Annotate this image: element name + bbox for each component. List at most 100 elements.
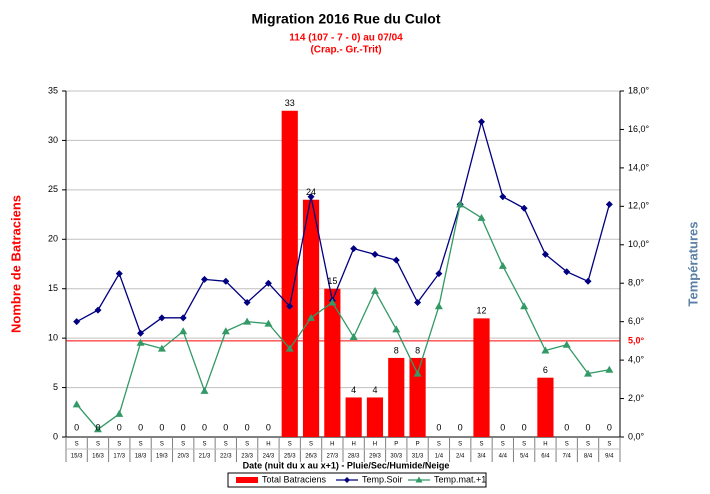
point <box>477 213 486 221</box>
bar <box>388 357 405 437</box>
data-label: 0 <box>436 422 441 432</box>
data-label: 0 <box>181 422 186 432</box>
y-tick-label: 30 <box>48 135 58 145</box>
point <box>264 279 272 287</box>
chart-title: Migration 2016 Rue du Culot <box>251 11 440 27</box>
point <box>349 333 358 341</box>
x-tick-label: 31/3 <box>412 454 424 460</box>
point <box>222 277 230 285</box>
data-label: 4 <box>372 385 377 395</box>
x-tick-label: 21/3 <box>199 454 211 460</box>
point <box>243 317 252 325</box>
data-label: 8 <box>415 345 420 355</box>
weather-label: S <box>522 442 526 448</box>
point <box>414 298 422 306</box>
weather-label: S <box>565 442 569 448</box>
point <box>200 386 209 394</box>
point <box>434 302 443 310</box>
point <box>179 314 187 322</box>
x-tick-label: 5/4 <box>520 454 529 460</box>
weather-label: S <box>181 442 185 448</box>
data-label: 0 <box>266 422 271 432</box>
weather-label: H <box>373 442 377 448</box>
point <box>499 193 507 201</box>
data-label: 24 <box>306 187 316 197</box>
point <box>456 200 465 208</box>
data-label: 0 <box>586 422 591 432</box>
weather-label: P <box>416 442 420 448</box>
data-label: 0 <box>95 422 100 432</box>
data-label: 33 <box>285 98 295 108</box>
x-tick-label: 17/3 <box>113 454 125 460</box>
legend-label: Total Batraciens <box>262 474 327 484</box>
point <box>93 425 102 433</box>
point <box>563 268 571 276</box>
weather-label: S <box>245 442 249 448</box>
x-tick-label: 2/4 <box>456 454 465 460</box>
x-tick-label: 28/3 <box>348 454 360 460</box>
weather-label: S <box>117 442 121 448</box>
bar <box>537 377 554 437</box>
x-tick-label: 4/4 <box>499 454 508 460</box>
weather-label: S <box>224 442 228 448</box>
data-label: 0 <box>117 422 122 432</box>
data-label: 0 <box>159 422 164 432</box>
y-tick-label: 15 <box>48 283 58 293</box>
chart-subtitle: (Crap.- Gr.-Trit) <box>310 45 381 56</box>
x-tick-label: 25/3 <box>284 454 296 460</box>
legend-label: Temp.mat.+1 <box>434 474 486 484</box>
weather-label: S <box>437 442 441 448</box>
weather-label: H <box>330 442 334 448</box>
y2-tick-label: 8,0° <box>628 278 645 288</box>
weather-label: S <box>160 442 164 448</box>
weather-label: S <box>501 442 505 448</box>
point <box>264 319 273 327</box>
line-series <box>76 119 610 335</box>
point <box>392 256 400 264</box>
point <box>137 329 145 337</box>
point <box>498 261 507 269</box>
legend-marker <box>344 477 350 483</box>
y-tick-label: 10 <box>48 333 58 343</box>
x-tick-label: 3/4 <box>477 454 486 460</box>
weather-label: S <box>458 442 462 448</box>
y2-tick-label: 4,0° <box>628 354 645 364</box>
bar <box>366 397 384 437</box>
data-label: 0 <box>138 422 143 432</box>
point <box>520 204 528 212</box>
y-tick-label: 25 <box>48 184 58 194</box>
x-tick-label: 29/3 <box>369 454 381 460</box>
data-label: 0 <box>245 422 250 432</box>
x-tick-label: 16/3 <box>92 454 104 460</box>
weather-label: S <box>607 442 611 448</box>
data-label: 0 <box>202 422 207 432</box>
x-tick-label: 26/3 <box>305 454 317 460</box>
point <box>115 409 124 417</box>
data-label: 0 <box>74 422 79 432</box>
point <box>115 270 123 278</box>
data-label: 0 <box>500 422 505 432</box>
y-tick-label: 0 <box>53 431 58 441</box>
x-tick-label: 19/3 <box>156 454 168 460</box>
point <box>541 250 549 258</box>
point <box>307 313 316 321</box>
point <box>285 344 294 352</box>
point <box>201 275 208 283</box>
point <box>157 344 166 352</box>
x-tick-label: 15/3 <box>71 454 83 460</box>
x-axis-title: Date (nuit du x au x+1) - Pluie/Sec/Humi… <box>243 460 450 470</box>
y2-tick-label: 18,0° <box>628 85 650 95</box>
data-label: 0 <box>458 422 463 432</box>
weather-label: H <box>543 442 547 448</box>
point <box>435 270 443 278</box>
bar <box>473 318 490 437</box>
y2-tick-label: 2,0° <box>628 393 645 403</box>
point <box>370 286 379 294</box>
bar <box>409 357 426 437</box>
data-label: 0 <box>564 422 569 432</box>
data-label: 12 <box>476 306 486 316</box>
x-tick-label: 23/3 <box>241 454 253 460</box>
weather-label: S <box>479 442 483 448</box>
data-label: 0 <box>522 422 527 432</box>
